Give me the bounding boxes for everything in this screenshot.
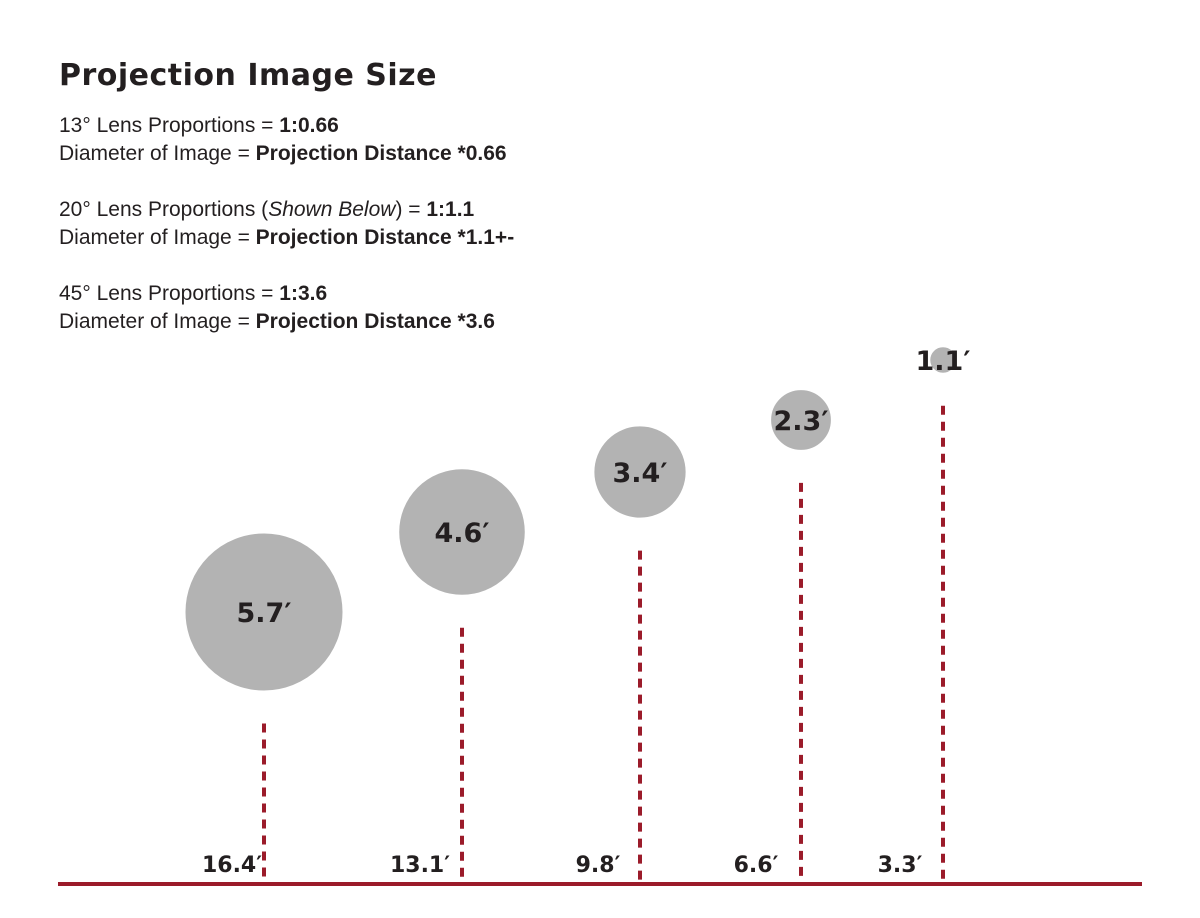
lens-proportion-label: 20° Lens Proportions ( [59, 198, 269, 221]
lens-proportion-value: 1:3.6 [279, 282, 328, 305]
distance-labels: 16.4′ 13.1′ 9.8′ 6.6′ 3.3′ [202, 853, 923, 878]
lens-spec-45: 45° Lens Proportions = 1:3.6 Diameter of… [59, 280, 514, 336]
image-diameter-formula: Projection Distance *3.6 [255, 310, 495, 333]
distance-markers [262, 405, 945, 884]
image-circles: 5.7′ 4.6′ 3.4′ 2.3′ 1.1′ [179, 341, 971, 697]
image-diameter-label: 2.3′ [774, 406, 829, 437]
image-circle [179, 527, 349, 697]
lens-proportion-label: 45° Lens Proportions = [59, 282, 280, 305]
projection-distance-label: 16.4′ [202, 853, 262, 878]
image-diameter-label: 5.7′ [237, 598, 292, 629]
lens-proportion-line: 45° Lens Proportions = 1:3.6 [59, 280, 514, 308]
projection-distance-label: 13.1′ [390, 853, 450, 878]
page-title: Projection Image Size [59, 58, 437, 93]
image-diameter-label: 4.6′ [435, 518, 490, 549]
image-diameter-label: 3.4′ [613, 458, 668, 489]
lens-specs: 13° Lens Proportions = 1:0.66 Diameter o… [59, 112, 514, 364]
image-diameter-label: 1.1′ [916, 346, 971, 377]
image-circle [588, 420, 692, 524]
image-circle [765, 384, 837, 456]
lens-proportion-suffix: ) = [395, 198, 427, 221]
lens-proportion-line: 20° Lens Proportions (Shown Below) = 1:1… [59, 196, 514, 224]
image-circle [393, 463, 531, 601]
lens-proportion-value: 1:1.1 [426, 198, 475, 221]
image-diameter-line: Diameter of Image = Projection Distance … [59, 224, 514, 252]
projection-distance-label: 6.6′ [734, 853, 779, 878]
lens-proportion-value: 1:0.66 [279, 114, 339, 137]
projection-distance-label: 9.8′ [576, 853, 621, 878]
image-diameter-formula: Projection Distance *1.1+- [255, 226, 515, 249]
lens-spec-13: 13° Lens Proportions = 1:0.66 Diameter o… [59, 112, 514, 168]
image-diameter-line: Diameter of Image = Projection Distance … [59, 140, 514, 168]
lens-proportion-label: 13° Lens Proportions = [59, 114, 280, 137]
shown-below-note: Shown Below [268, 198, 396, 221]
image-diameter-label: Diameter of Image = [59, 142, 256, 165]
lens-proportion-line: 13° Lens Proportions = 1:0.66 [59, 112, 514, 140]
image-diameter-line: Diameter of Image = Projection Distance … [59, 308, 514, 336]
projection-distance-label: 3.3′ [878, 853, 923, 878]
image-diameter-label: Diameter of Image = [59, 226, 256, 249]
image-diameter-formula: Projection Distance *0.66 [255, 142, 507, 165]
image-circle [924, 341, 962, 379]
lens-spec-20: 20° Lens Proportions (Shown Below) = 1:1… [59, 196, 514, 252]
image-diameter-label: Diameter of Image = [59, 310, 256, 333]
